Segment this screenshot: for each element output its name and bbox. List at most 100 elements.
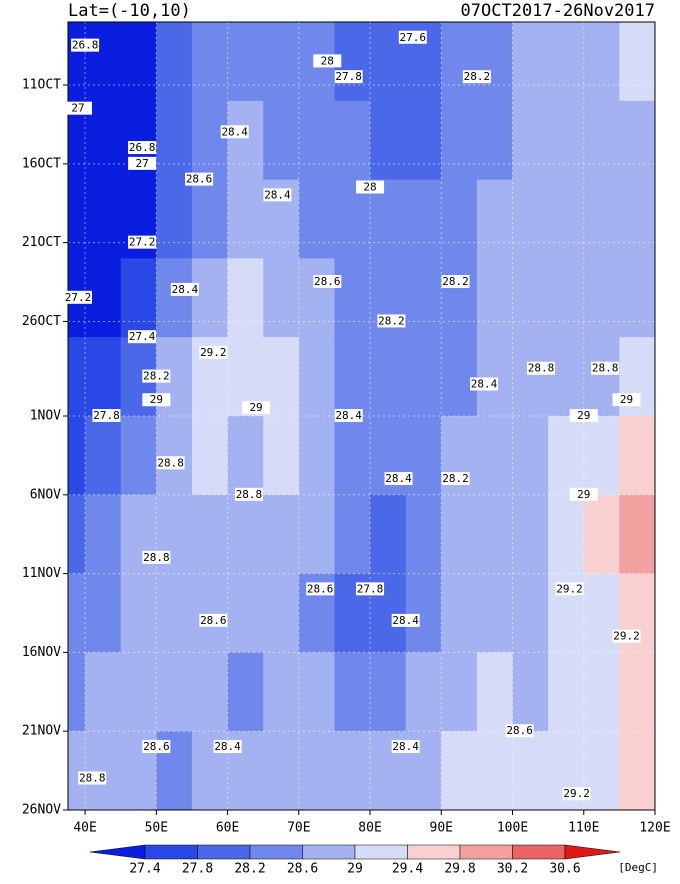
cell: [583, 22, 620, 102]
contour-label-box: [63, 290, 92, 304]
cell: [476, 731, 514, 811]
cell: [156, 179, 193, 259]
cell: [619, 22, 656, 102]
cell: [85, 494, 122, 575]
cell: [191, 416, 229, 496]
cell: [548, 337, 585, 417]
cell: [441, 258, 478, 338]
contour-label: 27: [135, 157, 148, 170]
contour-label-box: [142, 550, 171, 564]
contour-label-box: [128, 141, 157, 155]
cell: [476, 573, 514, 653]
cell: [156, 258, 193, 338]
contour-label-box: [441, 472, 470, 486]
cell: [191, 258, 229, 338]
cell: [120, 573, 157, 653]
cell: [512, 573, 549, 653]
x-tick-label: 60E: [216, 821, 239, 836]
contour-label: 28.4: [172, 283, 199, 296]
cell: [548, 100, 585, 181]
y-tick-label: 11NOV: [22, 566, 61, 581]
cell: [370, 337, 407, 417]
cell: [548, 22, 585, 102]
cell: [298, 100, 335, 181]
contour-label-box: [185, 172, 214, 186]
contour-label-box: [128, 235, 157, 249]
cell: [476, 22, 514, 102]
cell: [156, 652, 193, 732]
cell: [191, 179, 229, 259]
contour-label-box: [462, 70, 491, 84]
cell: [512, 652, 549, 732]
cell: [191, 100, 229, 181]
cell: [476, 100, 514, 181]
cell: [619, 416, 656, 496]
contour-label: 26.8: [129, 141, 156, 154]
contour-label: 27.8: [335, 70, 362, 83]
cell: [334, 100, 371, 181]
cell: [512, 337, 549, 417]
contour-label-box: [313, 54, 342, 68]
cell: [476, 258, 514, 338]
x-tick-label: 50E: [145, 821, 168, 836]
contour-label: 28.4: [335, 409, 362, 422]
cell: [619, 179, 656, 259]
contour-label: 28.6: [200, 614, 227, 627]
contour-label: 29.2: [556, 582, 583, 595]
cell: [441, 100, 478, 181]
cell: [263, 22, 300, 102]
contour-label: 28.2: [442, 472, 469, 485]
x-tick-label: 80E: [358, 821, 381, 836]
contour-label: 28: [321, 54, 334, 67]
cell: [298, 179, 335, 259]
cell: [512, 100, 549, 181]
contour-label-box: [71, 38, 100, 52]
contour-label: 28.2: [143, 370, 170, 383]
plot-frame: [67, 21, 656, 811]
colorbar-segment: [197, 844, 251, 860]
contour-label: 28.2: [442, 275, 469, 288]
contour-label: 29.2: [200, 346, 227, 359]
cell: [583, 494, 620, 575]
cell: [298, 337, 335, 417]
contour-label-box: [234, 487, 263, 501]
cell: [476, 416, 514, 496]
colorbar-label: 30.6: [549, 862, 580, 877]
contour-label-box: [356, 180, 385, 194]
contour-label-box: [591, 361, 620, 375]
cell: [370, 100, 407, 181]
cell: [191, 573, 229, 653]
cell: [68, 494, 86, 575]
contour-label: 28.4: [392, 740, 419, 753]
y-tick-label: 1NOV: [30, 409, 61, 424]
contour-label-box: [170, 282, 199, 296]
contour-label: 29: [249, 401, 262, 414]
cell: [619, 652, 656, 732]
cell: [263, 731, 300, 811]
contour-label: 28.6: [186, 173, 213, 186]
y-tick-label: 26NOV: [22, 803, 61, 818]
cell: [85, 179, 122, 259]
cell: [548, 258, 585, 338]
x-tick-label: 120E: [639, 821, 670, 836]
contour-label: 28.4: [264, 188, 291, 201]
contour-label-box: [505, 724, 534, 738]
contour-label: 28: [363, 180, 376, 193]
cell: [583, 416, 620, 496]
cell: [85, 652, 122, 732]
cell: [120, 22, 157, 102]
cell: [227, 573, 264, 653]
cell: [191, 494, 229, 575]
cell: [227, 258, 264, 338]
cell: [441, 22, 478, 102]
cell: [68, 416, 86, 496]
colorbar-segment: [302, 844, 356, 860]
contour-label-box: [391, 613, 420, 627]
contour-label-box: [142, 739, 171, 753]
cell: [227, 179, 264, 259]
cell: [619, 494, 656, 575]
colorbar-label: 27.8: [182, 862, 213, 877]
contour-label-box: [384, 472, 413, 486]
cell: [85, 416, 122, 496]
